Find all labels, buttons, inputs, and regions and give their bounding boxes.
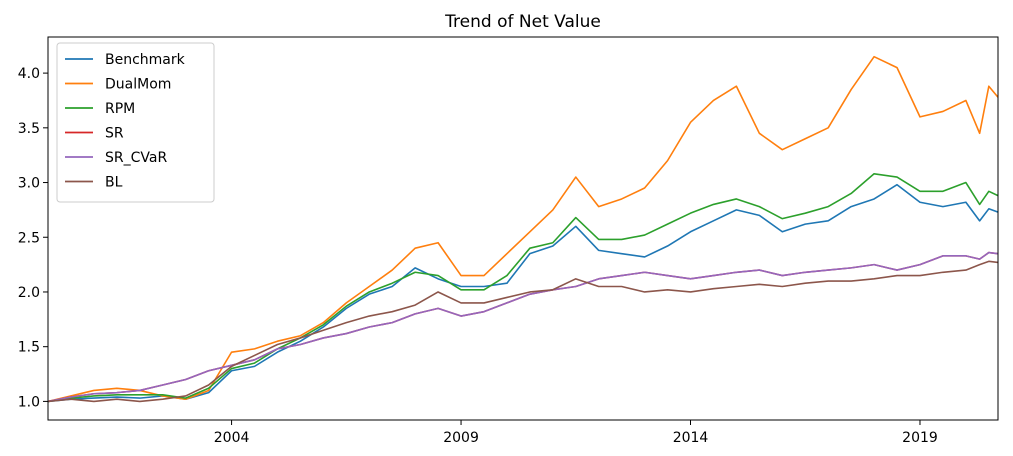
x-tick-label: 2004 [214,430,250,446]
plot-frame [47,36,999,421]
y-tick-label: 3.5 [18,121,40,137]
y-tick-label: 4.0 [18,66,40,82]
legend-label: DualMom [105,77,171,93]
y-tick-label: 2.5 [18,230,40,246]
series-line-benchmark [48,183,998,403]
x-tick-label: 2009 [443,430,479,446]
legend-label: SR_CVaR [105,150,167,166]
series-line-sr [48,251,998,403]
legend-label: RPM [105,101,135,117]
legend-box [56,42,215,203]
y-tick-label: 3.0 [18,176,40,192]
legend: Benchmark DualMom RPM SR SR_CVaR BL [56,42,215,203]
x-tick-label: 2014 [673,430,709,446]
y-tick-label: 2.0 [18,285,40,301]
plot-area [48,55,998,403]
axes: 1.0 1.5 2.0 2.5 3.0 3.5 4.0 2004 2009 2014 2019 [18,36,999,446]
legend-label: BL [105,175,123,191]
legend-label: Benchmark [105,52,186,68]
y-tick-label: 1.5 [18,340,40,356]
y-tick-label: 1.0 [18,394,40,410]
legend-label: SR [105,126,124,142]
x-tick-label: 2019 [902,430,938,446]
series-line-sr-cvar [48,251,998,403]
series-line-bl [48,260,998,403]
chart-title: Trend of Net Value [444,12,601,32]
series-line-rpm [48,172,998,403]
